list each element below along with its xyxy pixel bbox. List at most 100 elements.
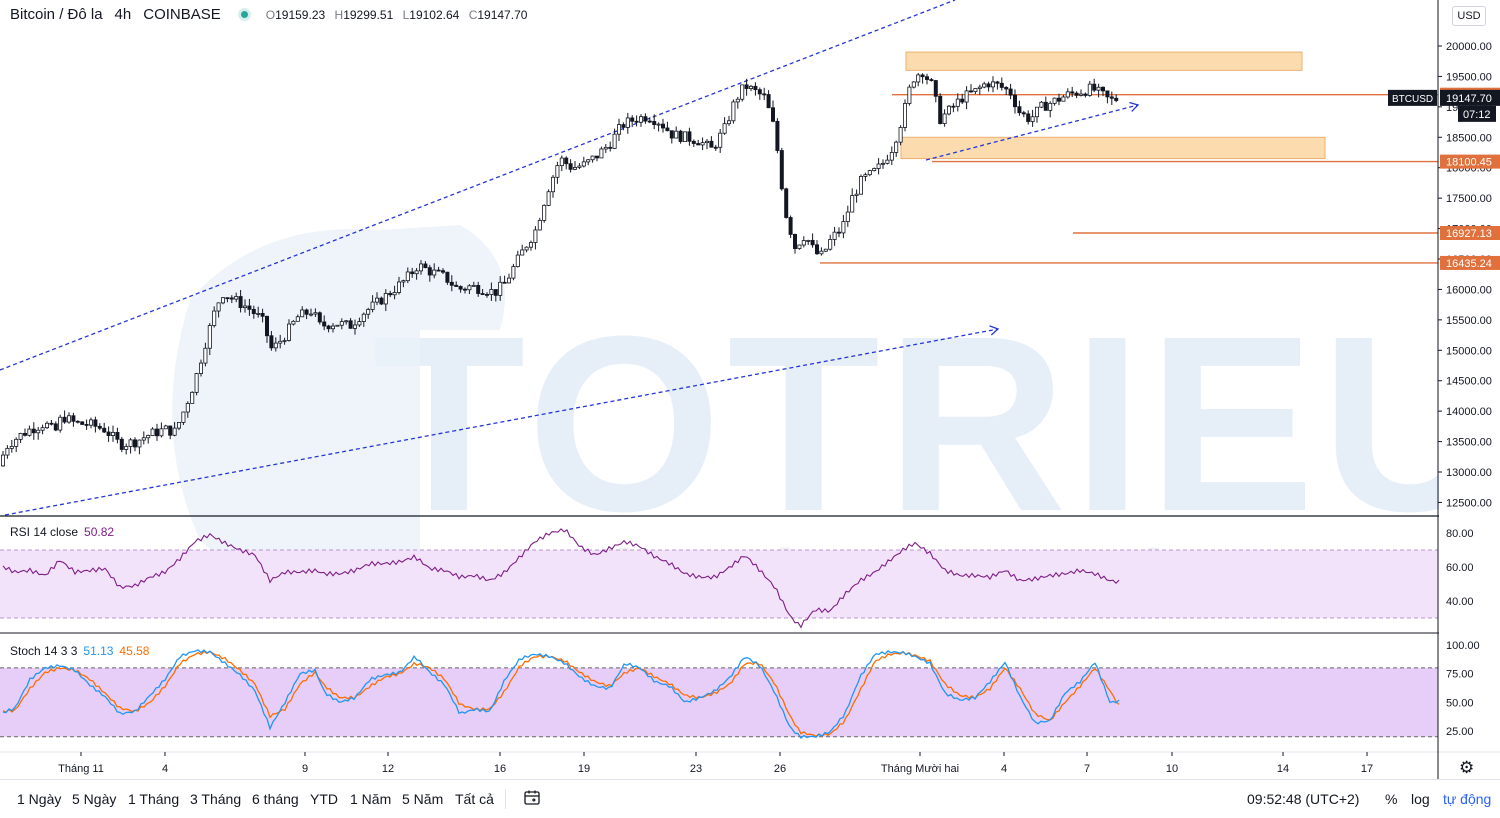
- candle-body: [551, 176, 556, 193]
- time-tick-label: 12: [382, 763, 394, 775]
- candle-body: [379, 297, 384, 305]
- level-price-tag: [1440, 154, 1500, 169]
- price-tick-label: 12500.00: [1446, 497, 1492, 509]
- candle-body: [599, 148, 604, 159]
- candle-body: [45, 422, 50, 429]
- currency-button[interactable]: USD: [1452, 6, 1486, 26]
- candle-body: [542, 204, 547, 221]
- candle-body: [700, 142, 705, 146]
- candle-body: [933, 80, 938, 97]
- candle-body: [317, 312, 322, 323]
- bottom-toolbar: 1 Ngày 5 Ngày 1 Tháng 3 Tháng 6 tháng YT…: [0, 779, 1500, 818]
- candle-body: [89, 419, 94, 426]
- candle-body: [661, 123, 666, 129]
- log-scale-toggle[interactable]: log: [1411, 791, 1430, 807]
- range-ytd-button[interactable]: YTD: [310, 791, 338, 807]
- candle-body: [740, 84, 745, 100]
- candle-body: [907, 86, 912, 104]
- candle-body: [845, 211, 850, 222]
- percent-scale-toggle[interactable]: %: [1385, 791, 1398, 807]
- candle-body: [823, 248, 828, 252]
- candle-body: [889, 152, 894, 161]
- candle-body: [1092, 83, 1097, 91]
- candle-body: [885, 159, 890, 164]
- range-1y-button[interactable]: 1 Năm: [350, 791, 392, 807]
- candle-body: [247, 305, 252, 310]
- candle-body: [687, 131, 692, 142]
- calendar-goto-icon[interactable]: [523, 789, 541, 807]
- candle-body: [67, 415, 72, 423]
- candle-body: [251, 308, 256, 315]
- level-price-tag: [1440, 255, 1500, 270]
- candle-body: [863, 174, 868, 177]
- candle-body: [797, 244, 802, 249]
- candle-body: [229, 297, 234, 300]
- price-tick-label: 14000.00: [1446, 406, 1492, 418]
- candle-body: [854, 193, 859, 196]
- rsi-label: RSI 14 close: [10, 525, 79, 539]
- chart-canvas[interactable]: TOTRIEUlet's learn together 20000.001950…: [0, 0, 1500, 779]
- candle-body: [1087, 83, 1092, 96]
- candle-body: [124, 446, 129, 450]
- level-price-tag: [1440, 226, 1500, 241]
- stoch-legend[interactable]: Stoch 14 3 3 51.13 45.58: [10, 644, 149, 658]
- ohlc-low: 19102.64: [409, 7, 460, 22]
- settings-gear-icon[interactable]: ⚙: [1459, 758, 1475, 777]
- candle-body: [1021, 112, 1026, 115]
- range-5d-button[interactable]: 5 Ngày: [72, 791, 117, 807]
- time-tick-label: 10: [1166, 763, 1178, 775]
- candle-body: [639, 116, 644, 123]
- candle-body: [1096, 86, 1101, 91]
- candle-body: [256, 313, 261, 315]
- sr-zones: [900, 51, 1326, 160]
- candle-body: [132, 439, 137, 448]
- candle-body: [168, 425, 173, 436]
- range-5y-button[interactable]: 5 Năm: [402, 791, 444, 807]
- candle-body: [612, 133, 617, 149]
- candle-body: [696, 143, 701, 146]
- candle-body: [471, 284, 476, 287]
- trend-arrow-icon: [989, 325, 1000, 336]
- candle-body: [815, 244, 820, 255]
- candle-body: [93, 419, 98, 427]
- candle-body: [159, 428, 164, 437]
- ohlc-values: O19159.23 H19299.51 L19102.64 C19147.70: [265, 7, 528, 22]
- time-tick-label: 17: [1361, 763, 1373, 775]
- toolbar-divider: [505, 789, 506, 809]
- auto-scale-toggle[interactable]: tự động: [1443, 791, 1492, 807]
- candle-body: [533, 229, 538, 243]
- candle-body: [515, 254, 520, 267]
- rsi-legend[interactable]: RSI 14 close 50.82: [10, 525, 114, 539]
- range-1d-button[interactable]: 1 Ngày: [17, 791, 62, 807]
- price-axis: 20000.0019500.0019000.0018500.0018000.00…: [1388, 0, 1500, 779]
- candle-body: [484, 293, 489, 296]
- time-tick-label: 19: [578, 763, 590, 775]
- candle-body: [608, 146, 613, 149]
- clock-timezone[interactable]: 09:52:48 (UTC+2): [1247, 791, 1360, 807]
- candle-body: [656, 123, 661, 126]
- price-tick-label: 13500.00: [1446, 437, 1492, 449]
- candle-body: [929, 79, 934, 81]
- countdown-label: 07:12: [1463, 109, 1491, 121]
- candle-body: [9, 445, 14, 449]
- range-6m-button[interactable]: 6 tháng: [252, 791, 299, 807]
- candle-body: [1026, 113, 1031, 122]
- candle-body: [652, 120, 657, 125]
- candle-body: [1109, 96, 1114, 99]
- candle-body: [476, 284, 481, 294]
- candle-body: [581, 161, 586, 167]
- candle-body: [300, 309, 305, 318]
- range-1m-button[interactable]: 1 Tháng: [128, 791, 180, 807]
- interval-label[interactable]: 4h: [114, 6, 132, 23]
- range-3m-button[interactable]: 3 Tháng: [190, 791, 242, 807]
- price-tick-label: 20000.00: [1446, 41, 1492, 53]
- candle-body: [718, 132, 723, 148]
- candle-body: [964, 90, 969, 103]
- range-all-button[interactable]: Tất cả: [455, 791, 494, 807]
- candle-body: [1083, 93, 1088, 96]
- resistance-zone: [905, 51, 1303, 71]
- symbol-name[interactable]: Bitcoin / Đô la: [10, 6, 103, 23]
- candle-body: [634, 120, 639, 123]
- candle-body: [234, 296, 239, 300]
- candle-body: [951, 105, 956, 108]
